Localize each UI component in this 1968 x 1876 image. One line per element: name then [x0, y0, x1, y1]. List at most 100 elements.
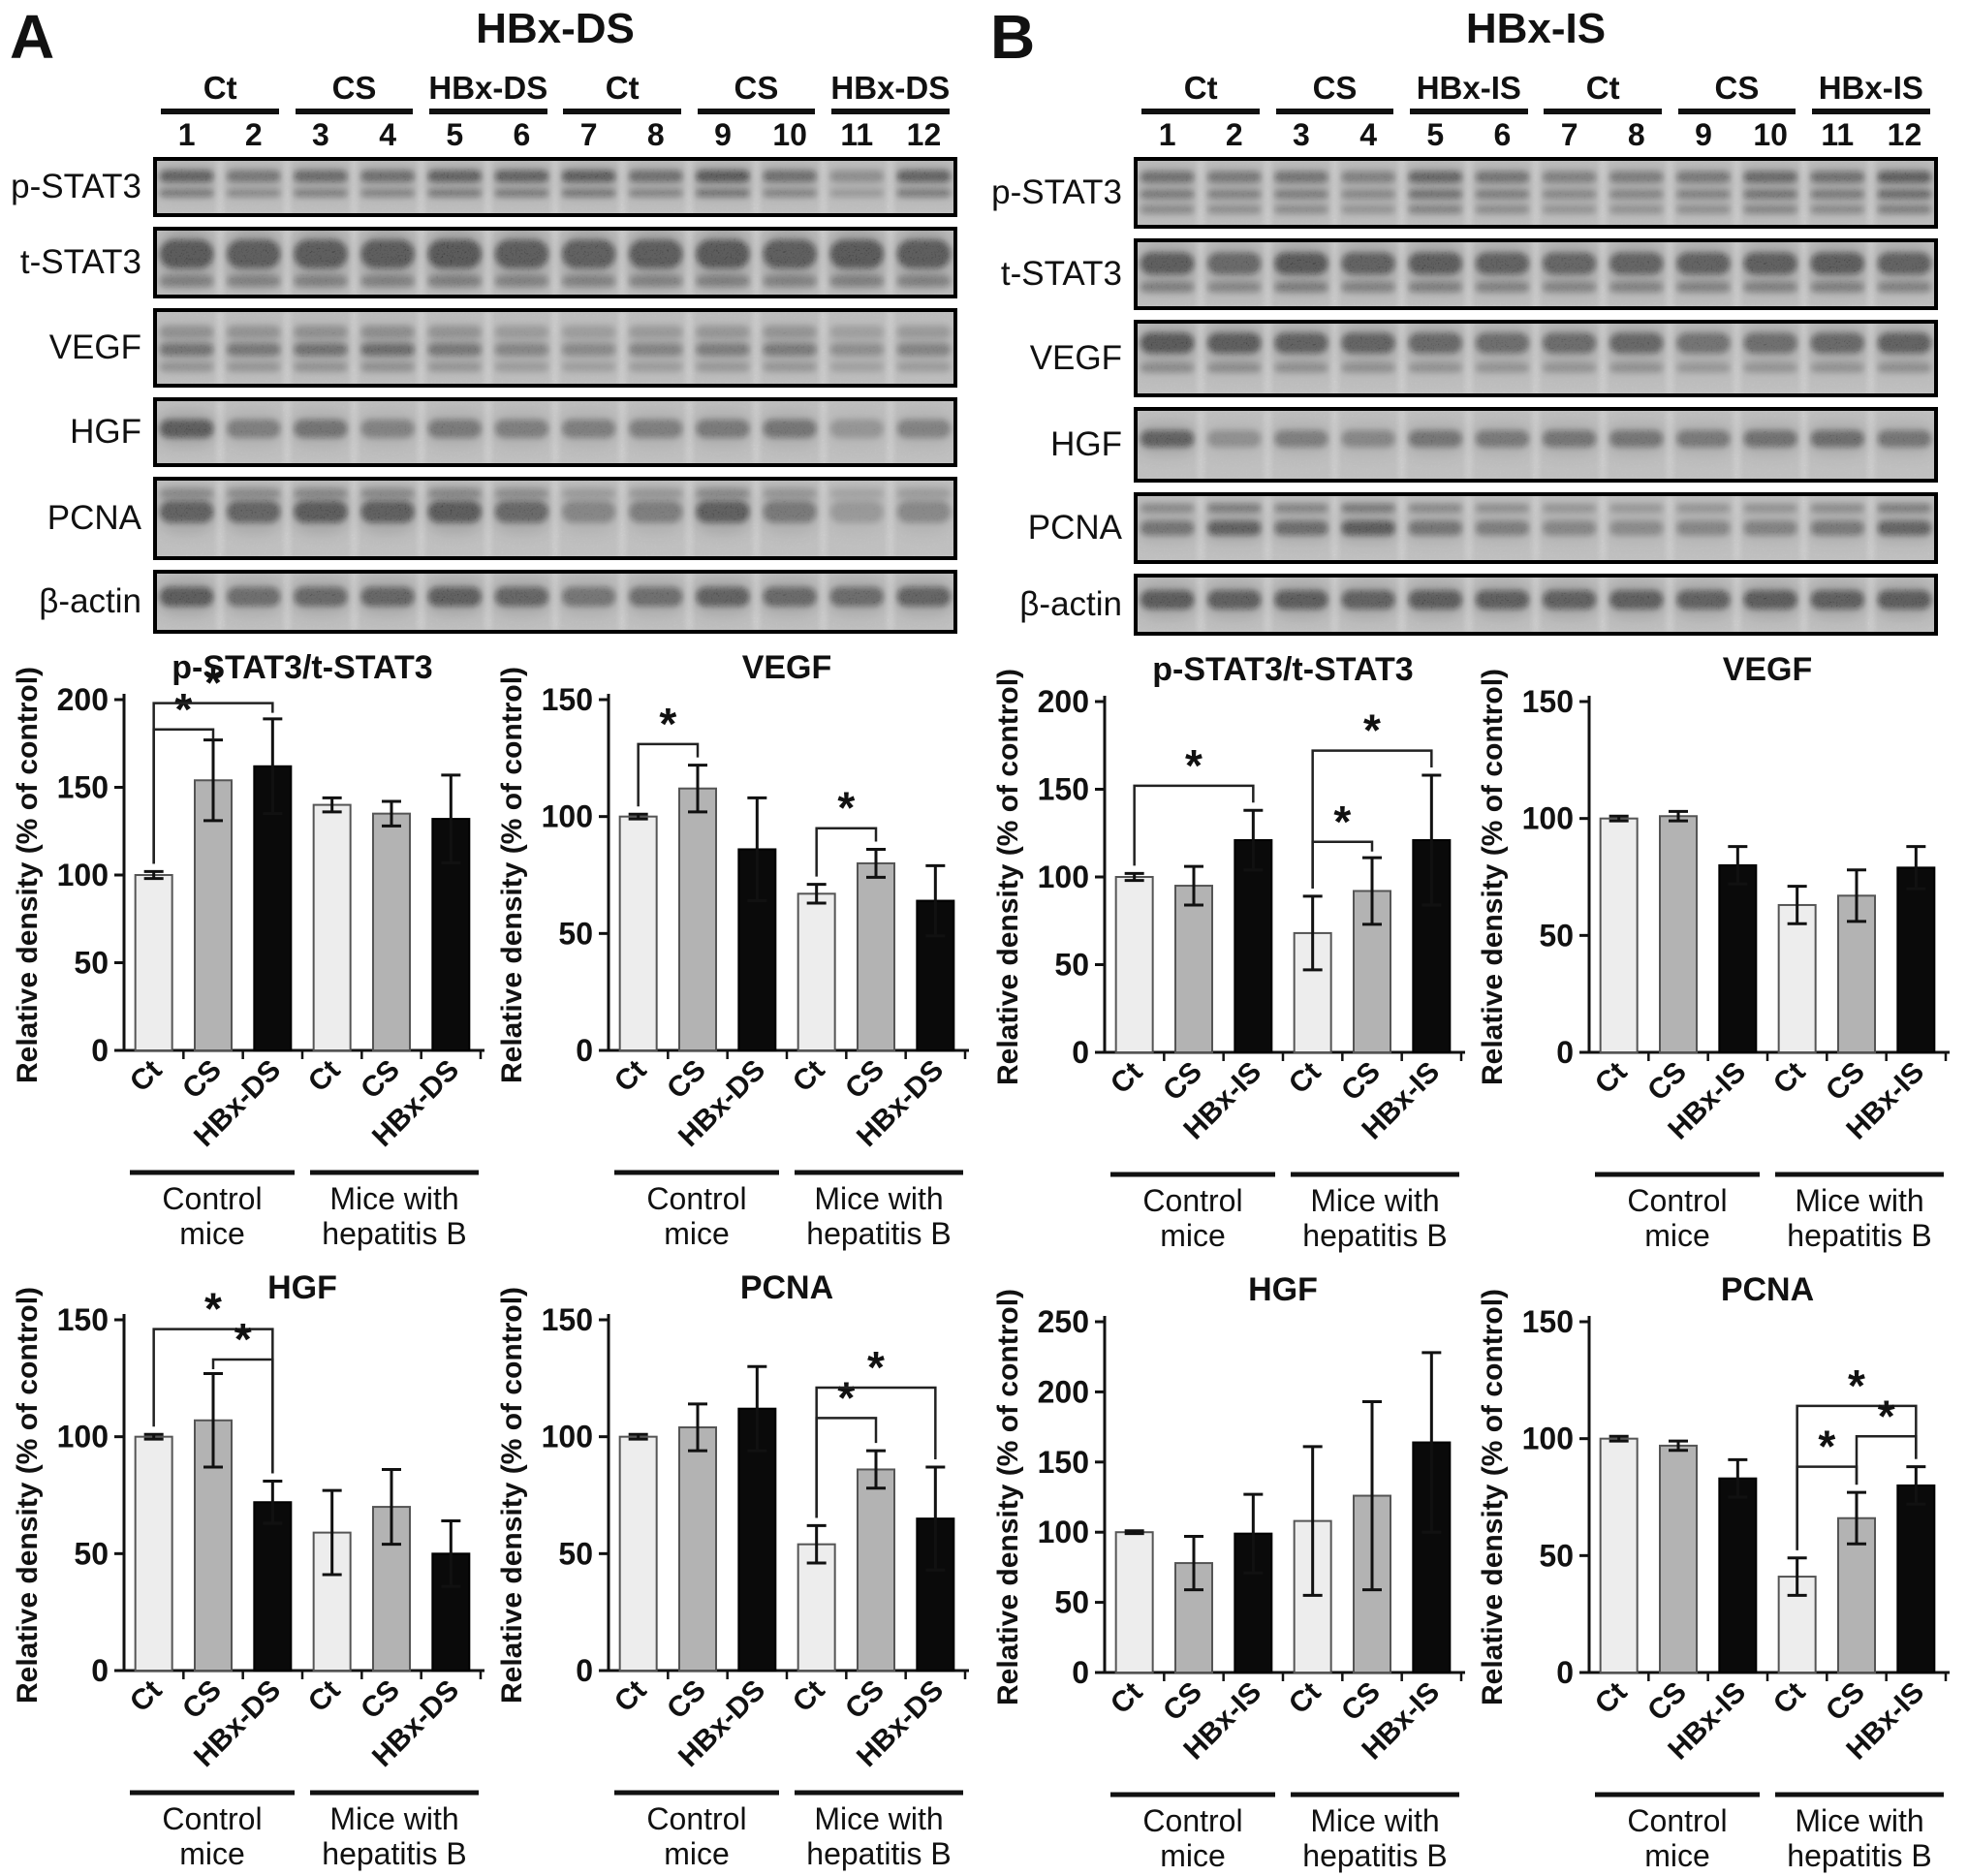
error-bar: [322, 1488, 342, 1577]
significance-bracket: [1796, 1404, 1918, 1550]
blot-row-label: β-actin: [39, 582, 141, 620]
bar: [1174, 885, 1213, 1053]
y-axis-label: Relative density (% of control): [992, 669, 1024, 1085]
error-bar: [263, 1480, 283, 1525]
group-label: Mice with: [1310, 1183, 1439, 1218]
error-bar: [1421, 1351, 1442, 1534]
blot-lane-number: 6: [1493, 116, 1512, 152]
bar: [1777, 903, 1817, 1053]
error-bar: [1124, 1529, 1144, 1536]
blot-group-label: Ct: [1183, 70, 1218, 106]
blot-group-underline: [1409, 109, 1528, 114]
blot-border: [153, 227, 957, 298]
blot-border: [1134, 407, 1938, 483]
error-bar: [1243, 1492, 1264, 1575]
significance-bracket: [637, 742, 700, 807]
blot-border: [1134, 574, 1938, 636]
blot-row: t-STAT3: [0, 227, 981, 298]
error-bar: [203, 738, 223, 823]
group-label: Control: [1627, 1803, 1727, 1838]
blot-row: HGF: [0, 397, 981, 467]
x-category-label: Ct: [1105, 1056, 1149, 1101]
y-axis-label: Relative density (% of control): [496, 1287, 528, 1704]
error-bar: [143, 1432, 164, 1441]
group-label: mice: [1644, 1218, 1710, 1253]
blot-lane-number: 3: [312, 116, 329, 152]
y-tick-label: 0: [576, 1033, 593, 1068]
error-bar: [143, 869, 164, 881]
blot-row: VEGF: [981, 320, 1961, 397]
bar: [312, 803, 352, 1051]
bar: [134, 874, 173, 1051]
blot-lane-number: 4: [379, 116, 396, 152]
blot-row-label: VEGF: [48, 328, 141, 366]
group-label: Mice with: [329, 1801, 458, 1836]
x-category-label: Ct: [302, 1054, 347, 1099]
blot-row: t-STAT3: [981, 238, 1961, 310]
blot-row: p-STAT3: [0, 157, 981, 217]
blot-border: [153, 397, 957, 467]
bar: [618, 815, 658, 1051]
error-bar: [1124, 871, 1144, 883]
significance-star: *: [204, 658, 222, 708]
error-bar: [1184, 864, 1203, 907]
panel-b-blot-block: Ct CS HBx-IS Ct CS HBx-IS 1 2 3 4 5 6 7 8 9 10 11 12 p-S…: [981, 62, 1961, 636]
significance-bracket: [1311, 749, 1433, 889]
x-category-label: Ct: [1767, 1056, 1812, 1101]
blot-group: HBx-DS: [422, 62, 555, 114]
group-label: hepatitis B: [1787, 1838, 1931, 1873]
blot-lane-number: 12: [906, 116, 942, 152]
panel-b-letter: B: [990, 2, 1036, 72]
group-label: mice: [179, 1836, 245, 1871]
y-axis-label: Relative density (% of control): [12, 667, 44, 1083]
blot-group-underline: [428, 109, 547, 114]
group-label: Control: [1142, 1803, 1242, 1838]
blot-row: VEGF: [0, 308, 981, 388]
bar: [737, 1407, 777, 1672]
bar: [1599, 817, 1639, 1053]
blot-group-underline: [1677, 109, 1796, 114]
y-tick-label: 50: [558, 916, 593, 951]
y-tick-label: 0: [1072, 1655, 1089, 1690]
bar: [1114, 876, 1154, 1053]
chart-title: PCNA: [1721, 1271, 1814, 1308]
bar: [618, 1435, 658, 1672]
blot-group-label: Ct: [203, 70, 237, 106]
group-label: Control: [646, 1181, 746, 1216]
blot-row: β-actin: [0, 570, 981, 634]
x-category-label: Ct: [787, 1054, 831, 1099]
blot-lane-number: 5: [446, 116, 464, 152]
blot-border: [1134, 320, 1938, 397]
error-bar: [1728, 845, 1748, 886]
y-tick-label: 100: [57, 1420, 109, 1454]
significance-bracket: [1133, 784, 1255, 866]
panel-b-blot-groups: Ct CS HBx-IS Ct CS HBx-IS: [1134, 62, 1938, 114]
panel-b-charts: p-STAT3/t-STAT3 Relative density (% of co…: [988, 645, 1961, 1876]
bar: [1659, 815, 1698, 1053]
blot-group-label: Ct: [605, 70, 640, 106]
significance-star: *: [234, 1314, 252, 1364]
error-bar: [441, 773, 461, 864]
blot-group-label: Ct: [1585, 70, 1620, 106]
group-label: Control: [162, 1801, 262, 1836]
error-bar: [1787, 885, 1807, 925]
chart-title: VEGF: [742, 649, 832, 686]
error-bar: [382, 1467, 401, 1547]
x-category-label: Ct: [609, 1674, 653, 1719]
panel-a-blot-title: HBx-DS: [476, 5, 635, 52]
blot-lane-number: 2: [244, 116, 263, 152]
group-label: hepatitis B: [1302, 1838, 1447, 1873]
error-bar: [1787, 1556, 1807, 1597]
group-label: Mice with: [1310, 1803, 1439, 1838]
blot-row-label: VEGF: [1029, 339, 1122, 377]
y-tick-label: 50: [558, 1536, 593, 1571]
y-tick-label: 200: [1038, 1374, 1089, 1409]
error-bar: [1302, 1445, 1323, 1597]
bar: [253, 1501, 293, 1672]
chart-title: p-STAT3/t-STAT3: [172, 649, 432, 686]
bar: [1234, 838, 1273, 1053]
bar: [372, 812, 411, 1051]
blot-lane-number: 3: [1293, 116, 1310, 152]
bar-chart-pcna: PCNA Relative density (% of control) 0 50 10…: [1477, 1271, 1950, 1873]
blot-lane-number: 4: [1359, 116, 1377, 152]
